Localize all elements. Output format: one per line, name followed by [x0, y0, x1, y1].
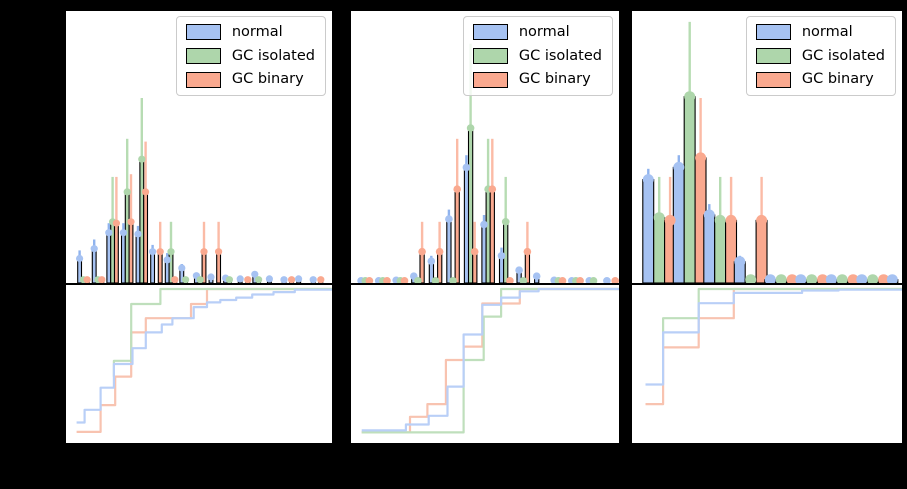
legend-label-gc-binary: GC binary — [231, 71, 304, 88]
legend-label-gc-isolated: GC isolated — [518, 47, 602, 64]
panel-1-histogram: normal GC isolated GC binary — [65, 10, 333, 285]
panel-2-cdf — [350, 285, 620, 444]
legend-row-gc-isolated: GC isolated — [755, 47, 885, 65]
legend-row-gc-isolated: GC isolated — [185, 47, 315, 65]
panel-2-cdf-plot — [361, 287, 619, 434]
legend: normal GC isolated GC binary — [175, 16, 326, 97]
panel-2-histogram-plot — [357, 43, 619, 283]
legend-row-gc-binary: GC binary — [185, 71, 315, 88]
legend-row-gc-binary: GC binary — [755, 71, 885, 88]
legend-row-normal: normal — [472, 24, 602, 41]
legend-row-gc-binary: GC binary — [472, 71, 602, 88]
gc-binary-swatch — [472, 71, 508, 88]
panel-2-histogram: normal GC isolated GC binary — [350, 10, 620, 285]
gc-isolated-swatch — [185, 48, 221, 64]
panel-3-histogram-plot — [642, 21, 899, 283]
legend-label-normal: normal — [518, 24, 570, 40]
legend: normal GC isolated GC binary — [745, 16, 896, 97]
legend-label-gc-isolated: GC isolated — [801, 47, 885, 64]
normal-swatch — [185, 24, 221, 41]
legend-label-normal: normal — [231, 24, 283, 40]
panel-1-cdf — [65, 285, 333, 444]
panel-1: normal GC isolated GC binary — [65, 10, 333, 444]
normal-swatch — [472, 24, 508, 41]
legend-label-gc-binary: GC binary — [518, 71, 591, 88]
gc-binary-swatch — [755, 71, 791, 88]
legend-label-normal: normal — [801, 24, 853, 40]
panel-3-cdf — [631, 285, 903, 444]
normal-swatch — [755, 24, 791, 41]
panel-3-cdf-plot — [645, 287, 902, 406]
gc-isolated-swatch — [472, 48, 508, 64]
legend: normal GC isolated GC binary — [462, 16, 613, 97]
panel-1-cdf-plot — [76, 287, 332, 433]
legend-row-normal: normal — [755, 24, 885, 41]
panel-2: normal GC isolated GC binary — [350, 10, 620, 444]
panel-3-histogram: normal GC isolated GC binary — [631, 10, 903, 285]
gc-binary-swatch — [185, 71, 221, 88]
legend-label-gc-binary: GC binary — [801, 71, 874, 88]
legend-label-gc-isolated: GC isolated — [231, 47, 315, 64]
gc-isolated-swatch — [755, 48, 791, 64]
panel-3: normal GC isolated GC binary — [631, 10, 903, 444]
legend-row-normal: normal — [185, 24, 315, 41]
panel-1-histogram-plot — [76, 98, 325, 283]
legend-row-gc-isolated: GC isolated — [472, 47, 602, 65]
